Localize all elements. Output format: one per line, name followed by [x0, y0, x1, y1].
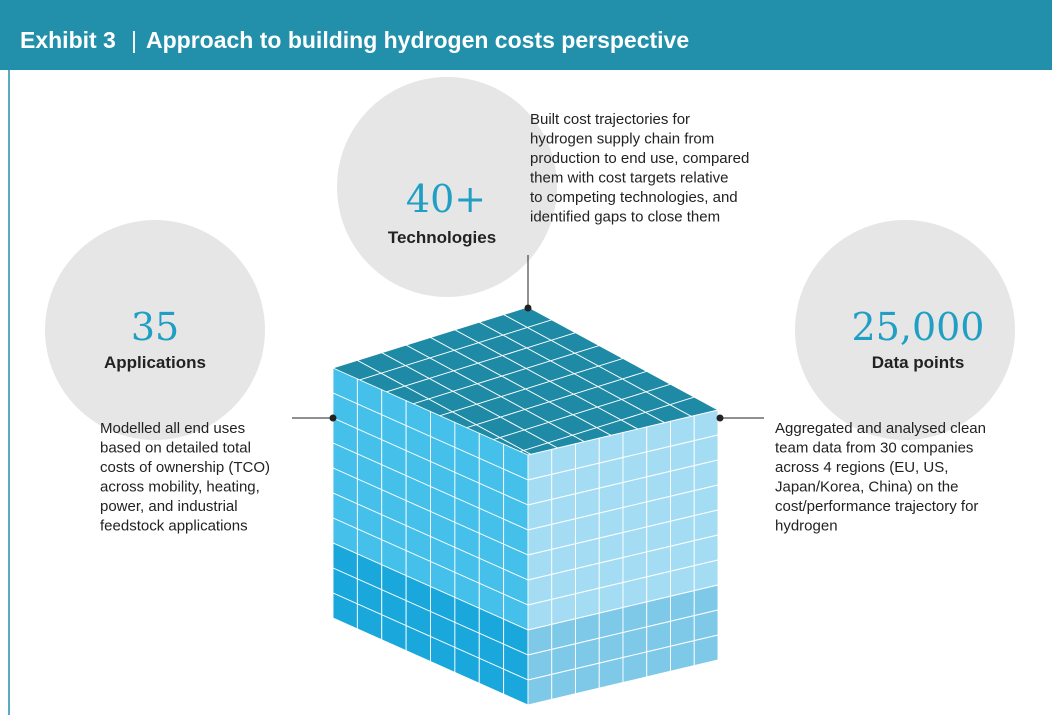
circle	[795, 220, 1015, 440]
leader-dot	[329, 414, 337, 422]
stat-number: 35	[131, 305, 179, 349]
description-line: Built cost trajectories for	[530, 111, 690, 128]
header-title: Approach to building hydrogen costs pers…	[146, 27, 689, 53]
description-line: across 4 regions (EU, US,	[775, 459, 948, 476]
description-line: Aggregated and analysed clean	[775, 420, 986, 437]
description-line: cost/performance trajectory for	[775, 498, 978, 515]
cube	[331, 306, 720, 706]
stat-number: 25,000	[852, 305, 985, 349]
cube-cell	[670, 640, 695, 672]
description-line: hydrogen	[775, 518, 838, 535]
cube-cell	[646, 645, 671, 678]
header-bar	[0, 0, 1052, 70]
description-line: identified gaps to close them	[530, 209, 720, 226]
cube-cell	[551, 668, 576, 700]
description-line: Japan/Korea, China) on the	[775, 479, 958, 496]
header-exhibit: Exhibit 3	[20, 27, 116, 53]
stat-label: Data points	[872, 353, 965, 372]
cube-cell	[598, 656, 624, 689]
cube-cell	[575, 662, 600, 695]
leader-dot	[524, 304, 532, 312]
description-line: based on detailed total	[100, 440, 251, 457]
cube-cell	[622, 651, 648, 684]
header-separator: |	[131, 27, 137, 53]
stat-label: Applications	[104, 353, 206, 372]
description-line: to competing technologies, and	[530, 189, 738, 206]
description-line: across mobility, heating,	[100, 479, 260, 496]
circle	[337, 77, 557, 297]
cube-cell	[527, 673, 553, 706]
stat-number: 40+	[406, 177, 486, 221]
description-line: team data from 30 companies	[775, 440, 973, 457]
leader-dot	[716, 414, 724, 422]
description-line: hydrogen supply chain from	[530, 131, 714, 148]
description-line: Modelled all end uses	[100, 420, 245, 437]
description-line: power, and industrial	[100, 498, 238, 515]
description-line: them with cost targets relative	[530, 170, 728, 187]
description-line: production to end use, compared	[530, 150, 749, 167]
stat-label: Technologies	[388, 228, 496, 247]
cube-cell	[693, 634, 719, 667]
circle	[45, 220, 265, 440]
description-line: costs of ownership (TCO)	[100, 459, 270, 476]
description-line: feedstock applications	[100, 518, 248, 535]
